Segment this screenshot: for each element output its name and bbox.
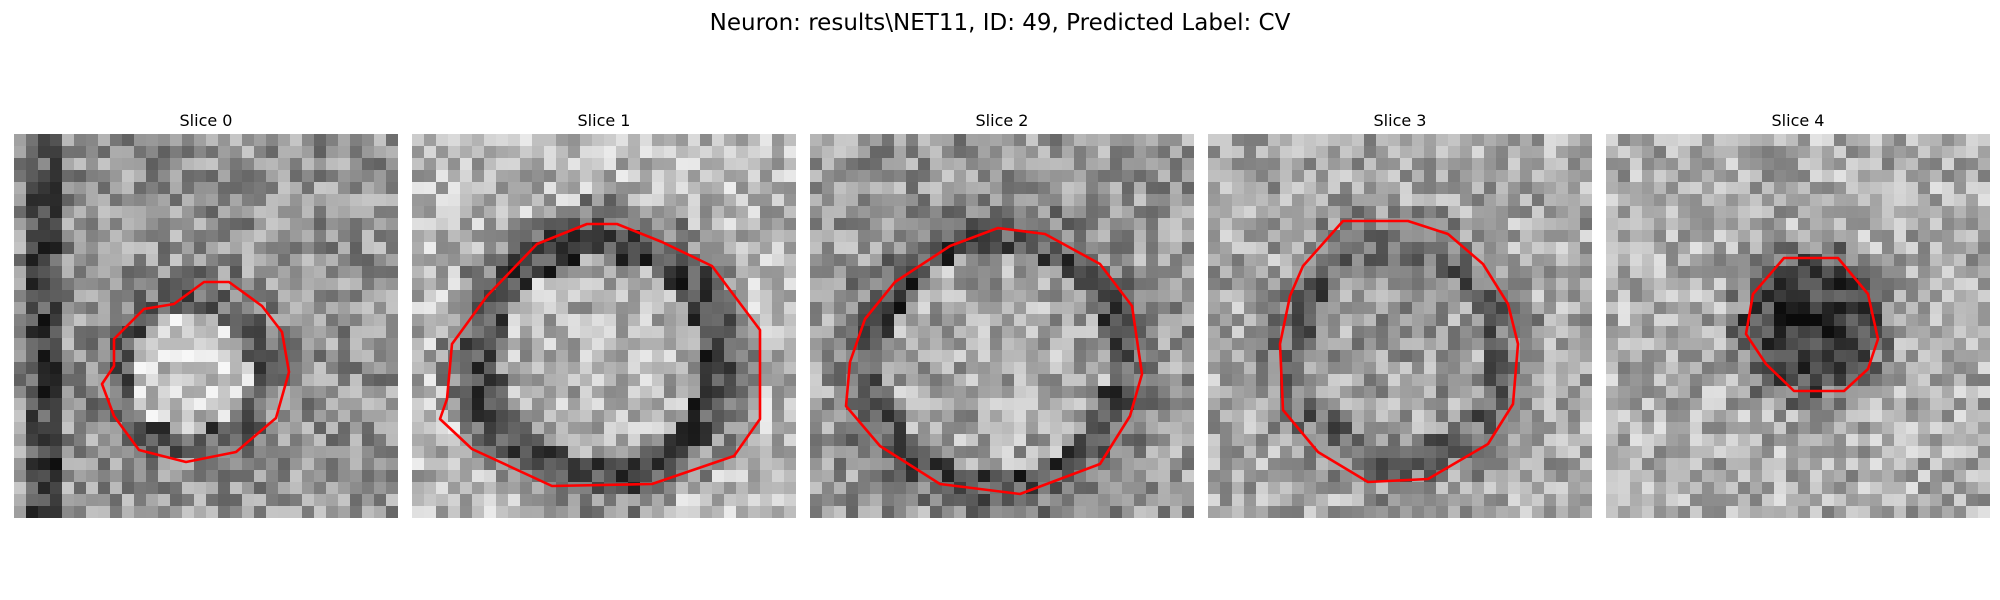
slice-panel-1: Slice 1 xyxy=(412,109,796,518)
slice-title-3: Slice 3 xyxy=(1373,111,1427,130)
segmentation-contour-4 xyxy=(1744,256,1880,393)
slice-panel-4: Slice 4 xyxy=(1606,109,1990,518)
slice-panel-2: Slice 2 xyxy=(810,109,1194,518)
slice-image-svg-2 xyxy=(810,134,1194,518)
slice-title-2: Slice 2 xyxy=(975,111,1029,130)
slice-image-3 xyxy=(1208,134,1592,518)
slice-image-svg-0 xyxy=(14,134,398,518)
segmentation-contour-1 xyxy=(438,222,762,488)
slice-image-2 xyxy=(810,134,1194,518)
slice-image-svg-1 xyxy=(412,134,796,518)
slice-image-4 xyxy=(1606,134,1990,518)
segmentation-contour-2 xyxy=(844,226,1144,496)
slice-image-svg-3 xyxy=(1208,134,1592,518)
slice-title-4: Slice 4 xyxy=(1771,111,1825,130)
slice-panel-3: Slice 3 xyxy=(1208,109,1592,518)
slice-image-svg-4 xyxy=(1606,134,1990,518)
segmentation-contour-0 xyxy=(100,280,291,464)
segmentation-contour-3 xyxy=(1278,219,1520,484)
slice-image-0 xyxy=(14,134,398,518)
figure-title: Neuron: results\NET11, ID: 49, Predicted… xyxy=(709,10,1291,36)
slice-panel-0: Slice 0 xyxy=(14,109,398,518)
slice-title-0: Slice 0 xyxy=(179,111,233,130)
slice-title-1: Slice 1 xyxy=(577,111,631,130)
slice-image-1 xyxy=(412,134,796,518)
